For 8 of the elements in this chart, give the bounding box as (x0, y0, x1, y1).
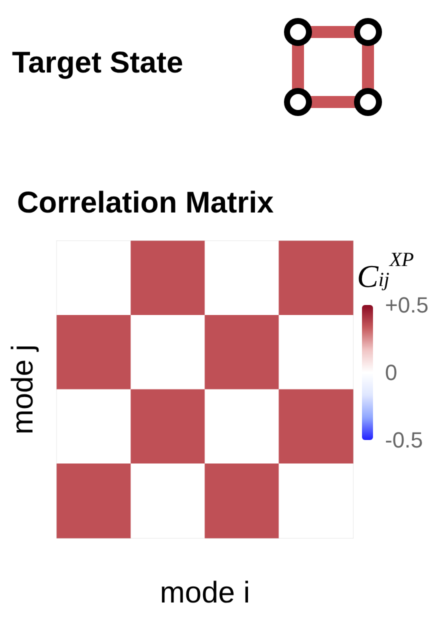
color-bar-label: +0.5 (385, 292, 428, 318)
color-bar-title: CijXP (357, 249, 414, 294)
color-bar-label: 0 (385, 360, 398, 385)
chart-title: Correlation Matrix (17, 186, 274, 220)
color-bar-label: -0.5 (385, 428, 423, 452)
y-axis-title: mode j (6, 344, 40, 435)
x-axis-title: mode i (160, 576, 250, 610)
text: Target State (12, 46, 184, 80)
